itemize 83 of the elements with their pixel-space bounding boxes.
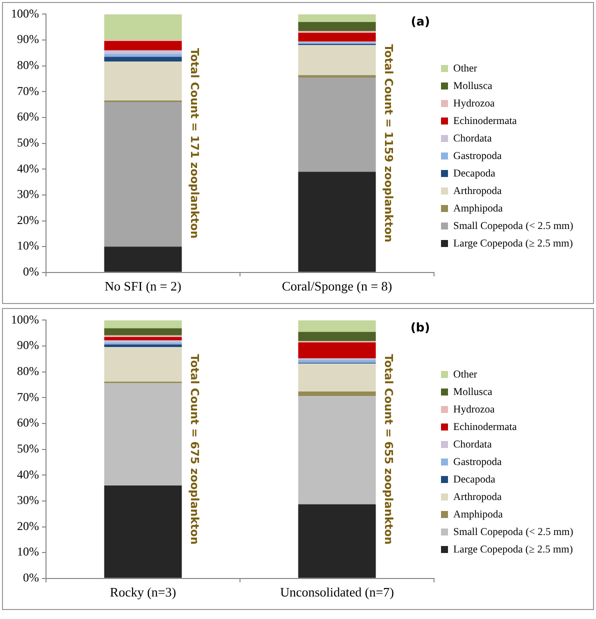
bar — [298, 172, 376, 272]
bar — [104, 50, 182, 54]
x-tick-label: Coral/Sponge (n = 8) — [282, 278, 392, 294]
legend-label: Chordata — [453, 133, 492, 144]
y-tick-label: 10% — [16, 544, 39, 559]
bar — [298, 364, 376, 392]
legend-label: Arthropoda — [453, 492, 502, 503]
annotation: (b) — [410, 320, 430, 334]
y-tick-label: 0% — [22, 570, 39, 585]
legend-label: Hydrozoa — [453, 98, 495, 110]
bar — [298, 77, 376, 172]
legend-label: Other — [453, 369, 478, 380]
bar — [104, 14, 182, 40]
bar — [104, 485, 182, 578]
y-tick-label: 80% — [16, 364, 39, 378]
legend-label: Hydrozoa — [453, 404, 495, 416]
bar — [104, 61, 182, 100]
legend-label: Decapoda — [453, 474, 496, 486]
annotation: Total Count = 1159 zooplankton — [382, 44, 395, 242]
bar — [104, 347, 182, 382]
y-tick-label: 10% — [16, 238, 39, 253]
legend-label: Amphipoda — [453, 509, 504, 520]
y-tick-label: 80% — [16, 58, 39, 72]
legend-label: Amphipoda — [453, 203, 504, 214]
annotation: Total Count = 675 zooplankton — [188, 354, 201, 545]
y-tick-label: 70% — [16, 84, 39, 98]
legend-label: Echinodermata — [453, 116, 518, 127]
legend-label: Mollusca — [453, 386, 493, 398]
y-tick-label: 40% — [16, 467, 39, 482]
bar — [104, 336, 182, 340]
bar — [104, 344, 182, 348]
y-tick-label: 60% — [16, 416, 39, 430]
x-tick-label: No SFI (n = 2) — [104, 278, 182, 294]
legend-label: Large Copepoda (≥ 2.5 mm) — [453, 544, 574, 556]
legend-label: Chordata — [453, 439, 492, 450]
bar — [104, 320, 182, 328]
legend-label: Small Copepoda (< 2.5 mm) — [453, 526, 574, 538]
y-tick-label: 20% — [16, 212, 39, 227]
x-tick-label: Rocky (n=3) — [110, 584, 176, 600]
annotation: (a) — [410, 14, 430, 28]
bar — [104, 56, 182, 62]
legend-label: Gastropoda — [453, 456, 502, 468]
legend-label: Mollusca — [453, 80, 493, 92]
y-tick-label: 90% — [16, 338, 39, 352]
bar — [298, 14, 376, 22]
y-tick-label: 100% — [10, 6, 39, 20]
bar — [298, 45, 376, 76]
legend-label: Gastropoda — [453, 150, 502, 162]
y-tick-label: 90% — [16, 32, 39, 46]
legend-label: Echinodermata — [453, 422, 518, 433]
y-tick-label: 100% — [10, 312, 39, 326]
bar — [298, 391, 376, 396]
bar — [104, 102, 182, 247]
x-tick-label: Unconsolidated (n=7) — [280, 584, 394, 600]
bar — [298, 396, 376, 504]
y-tick-label: 60% — [16, 110, 39, 124]
bar — [298, 320, 376, 332]
legend-label: Small Copepoda (< 2.5 mm) — [453, 220, 574, 232]
annotation: Total Count = 171 zooplankton — [188, 48, 201, 239]
bar — [104, 246, 182, 272]
y-tick-label: 30% — [16, 187, 39, 202]
bar — [298, 360, 376, 363]
y-tick-label: 50% — [16, 441, 39, 456]
y-tick-label: 20% — [16, 518, 39, 533]
legend-label: Other — [453, 63, 478, 74]
bar — [104, 383, 182, 486]
y-tick-label: 70% — [16, 390, 39, 404]
y-tick-label: 50% — [16, 135, 39, 150]
bar — [104, 328, 182, 336]
bar — [104, 54, 182, 57]
bar — [298, 332, 376, 342]
bar — [298, 342, 376, 358]
bar — [298, 504, 376, 578]
bar — [104, 41, 182, 50]
legend-label: Large Copepoda (≥ 2.5 mm) — [453, 238, 574, 250]
y-tick-label: 0% — [22, 264, 39, 279]
y-tick-label: 40% — [16, 161, 39, 176]
bar — [298, 22, 376, 31]
y-tick-label: 30% — [16, 493, 39, 508]
legend-label: Decapoda — [453, 168, 496, 180]
annotation: Total Count = 655 zooplankton — [382, 354, 395, 545]
bar — [298, 32, 376, 42]
legend-label: Arthropoda — [453, 186, 502, 197]
